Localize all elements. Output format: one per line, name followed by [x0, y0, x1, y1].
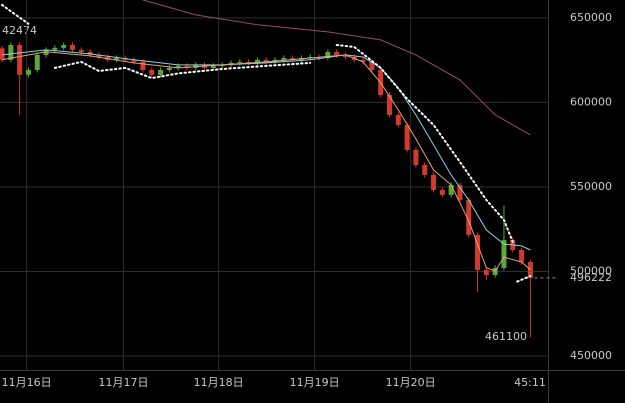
candle-body [114, 57, 120, 60]
candle-body [237, 61, 243, 63]
candle-body [210, 65, 216, 68]
x-tick-label: 11月16日 [2, 376, 52, 389]
candle-body [25, 69, 31, 75]
candle-body [422, 164, 428, 175]
candle-body [307, 56, 313, 58]
candle-body [483, 269, 489, 276]
candle-body [69, 44, 75, 50]
candle-body [140, 61, 146, 70]
candle-body [431, 174, 437, 190]
candle-body [342, 54, 348, 57]
last-price-label: 496222 [570, 271, 612, 284]
candle-body [149, 69, 155, 75]
y-tick-label: 600000 [570, 95, 612, 108]
candle-body [96, 54, 102, 57]
candle-body [413, 149, 419, 165]
candle-body [254, 59, 260, 63]
y-tick-label: 650000 [570, 11, 612, 24]
candle-body [325, 51, 331, 58]
candle-body [475, 234, 481, 270]
candle-body [131, 59, 137, 62]
candle-body [52, 47, 58, 50]
candle-body [448, 184, 454, 195]
indicator-line [1, 49, 531, 251]
candle-body [61, 44, 67, 48]
candle-body [360, 59, 366, 62]
candle-body [158, 69, 164, 75]
candle-body [501, 240, 507, 268]
indicator-line [1, 51, 531, 272]
candle-body [34, 54, 40, 70]
candle-body [369, 61, 375, 70]
countdown: 45:11 [514, 376, 546, 389]
candle-body [334, 51, 340, 55]
low-label: 461100 [485, 330, 527, 343]
y-tick-label: 450000 [570, 349, 612, 362]
x-tick-label: 11月18日 [194, 376, 244, 389]
candle-body [8, 44, 14, 60]
candle-body [439, 189, 445, 195]
x-tick-label: 11月19日 [290, 376, 340, 389]
candle-body [527, 261, 533, 278]
candle-body [263, 59, 269, 62]
x-tick-label: 11月17日 [99, 376, 149, 389]
candle-body [43, 49, 49, 55]
candle-body [457, 184, 463, 200]
candle-body [246, 61, 252, 63]
x-tick-label: 11月20日 [386, 376, 436, 389]
candle-body [519, 249, 525, 262]
candle-body [175, 65, 181, 68]
high-label: 42474 [2, 24, 37, 37]
candle-body [281, 57, 287, 60]
candle-body [166, 67, 172, 70]
indicator-line [142, 0, 531, 136]
candle-body [290, 57, 296, 60]
candle-body [466, 199, 472, 235]
candle-body [17, 44, 23, 75]
candle-body [0, 48, 5, 60]
candle-body [219, 64, 225, 66]
candle-body [404, 124, 410, 150]
candle-body [78, 49, 84, 52]
y-tick-label: 500000 [570, 264, 612, 277]
candle-body [395, 114, 401, 125]
candle-body [386, 94, 392, 115]
y-tick-label: 550000 [570, 180, 612, 193]
